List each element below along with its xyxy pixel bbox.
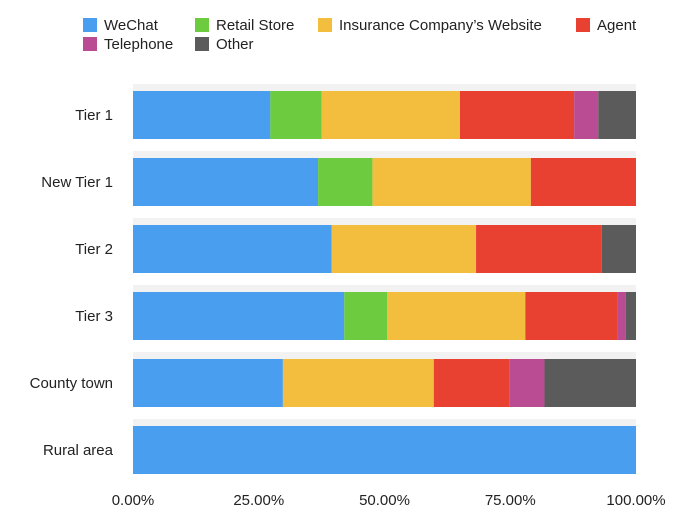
legend-swatch-telephone [83, 37, 97, 51]
y-axis-labels: Tier 1 New Tier 1 Tier 2 Tier 3 County town R… [30, 107, 114, 459]
bar-tier-2-insurance-company-s-website [331, 225, 477, 273]
bar-tier-3-insurance-company-s-website [387, 292, 526, 340]
x-tick-label-2: 50.00% [359, 492, 410, 509]
bar-county-town-telephone [509, 359, 545, 407]
bars [133, 91, 636, 474]
legend-item-telephone: Telephone [83, 36, 173, 53]
bar-new-tier-1-agent [530, 158, 636, 206]
y-tick-label-tier-2: Tier 2 [75, 241, 113, 258]
bar-tier-1-telephone [574, 91, 599, 139]
legend-label-wechat: WeChat [104, 17, 159, 34]
x-tick-label-3: 75.00% [485, 492, 536, 509]
bar-tier-3-telephone [617, 292, 626, 340]
legend-label-agent: Agent [597, 17, 637, 34]
bar-tier-2-wechat [133, 225, 332, 273]
bar-tier-3-other [625, 292, 636, 340]
legend-swatch-wechat [83, 18, 97, 32]
y-tick-label-county-town: County town [30, 375, 113, 392]
legend-swatch-retail-store [195, 18, 209, 32]
bar-new-tier-1-retail-store [318, 158, 373, 206]
legend-label-retail-store: Retail Store [216, 17, 294, 34]
legend-item-retail-store: Retail Store [195, 17, 294, 34]
bar-tier-1-other [598, 91, 636, 139]
legend-swatch-agent [576, 18, 590, 32]
legend-label-other: Other [216, 36, 254, 53]
bar-tier-1-agent [459, 91, 575, 139]
legend: WeChat Retail Store Insurance Company’s We… [83, 17, 637, 53]
bar-county-town-insurance-company-s-website [282, 359, 434, 407]
bar-tier-1-insurance-company-s-website [321, 91, 460, 139]
legend-swatch-other [195, 37, 209, 51]
bar-county-town-wechat [133, 359, 283, 407]
bar-tier-3-agent [525, 292, 618, 340]
legend-item-other: Other [195, 36, 254, 53]
bar-tier-2-other [601, 225, 636, 273]
bar-tier-1-wechat [133, 91, 271, 139]
x-axis-labels: 0.00% 25.00% 50.00% 75.00% 100.00% [112, 492, 666, 509]
y-tick-label-tier-1: Tier 1 [75, 107, 113, 124]
legend-label-insurance-company-s-website: Insurance Company’s Website [339, 17, 542, 34]
x-tick-label-4: 100.00% [606, 492, 665, 509]
bar-new-tier-1-wechat [133, 158, 319, 206]
y-tick-label-tier-3: Tier 3 [75, 308, 113, 325]
legend-label-telephone: Telephone [104, 36, 173, 53]
legend-item-insurance-company-s-website: Insurance Company’s Website [318, 17, 542, 34]
bar-tier-1-retail-store [270, 91, 322, 139]
bar-tier-3-wechat [133, 292, 345, 340]
legend-swatch-insurance-company-s-website [318, 18, 332, 32]
bar-rural-area-wechat [133, 426, 636, 474]
bar-tier-3-retail-store [344, 292, 388, 340]
x-tick-label-1: 25.00% [233, 492, 284, 509]
bar-county-town-agent [433, 359, 510, 407]
y-tick-label-rural-area: Rural area [43, 442, 114, 459]
y-tick-label-new-tier-1: New Tier 1 [41, 174, 113, 191]
bar-tier-2-agent [476, 225, 602, 273]
bar-new-tier-1-insurance-company-s-website [372, 158, 531, 206]
legend-item-agent: Agent [576, 17, 637, 34]
legend-item-wechat: WeChat [83, 17, 159, 34]
bar-county-town-other [544, 359, 636, 407]
x-tick-label-0: 0.00% [112, 492, 155, 509]
